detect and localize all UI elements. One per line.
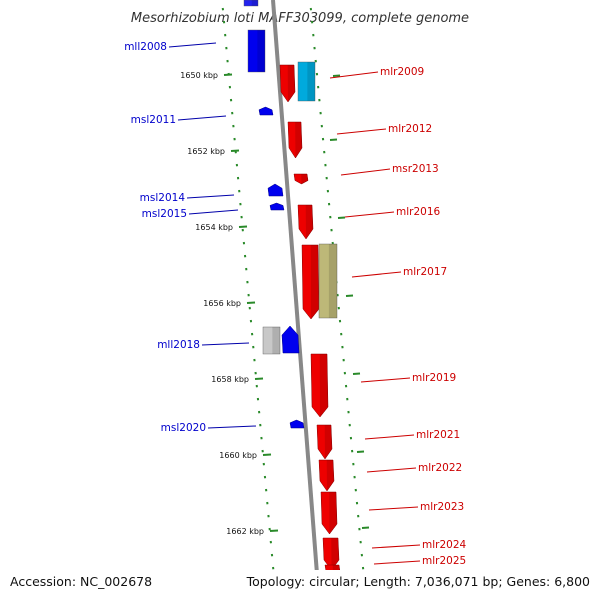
gene-label-mll2008: mll2008 xyxy=(124,41,167,53)
leader-line xyxy=(186,194,235,199)
leader-line xyxy=(207,425,257,429)
leader-line xyxy=(188,209,239,215)
leader-line xyxy=(344,211,395,218)
gene-label-msr2013: msr2013 xyxy=(392,163,439,175)
tick-label: 1650 kbp xyxy=(180,71,218,80)
leader-line xyxy=(336,128,387,135)
gene-msr2013 xyxy=(293,173,309,185)
major-tick xyxy=(223,73,233,76)
map-title: Mesorhizobium loti MAFF303099, complete … xyxy=(131,11,469,26)
gene-label-mlr2021: mlr2021 xyxy=(416,429,460,441)
gene-mlr2012 xyxy=(287,121,303,159)
gene-label-msl2020: msl2020 xyxy=(161,422,206,434)
tick-label: 1658 kbp xyxy=(211,375,249,384)
tick-label: 1652 kbp xyxy=(187,147,225,156)
leader-line xyxy=(366,467,417,473)
gene-mlr2024 xyxy=(322,537,340,571)
gene-mlr2009 xyxy=(279,64,296,103)
gene-msl2014 xyxy=(267,183,284,197)
major-tick xyxy=(254,377,264,380)
tick-label: 1660 kbp xyxy=(219,451,257,460)
major-tick xyxy=(230,149,240,152)
leader-line xyxy=(351,271,402,278)
leader-line xyxy=(201,342,250,346)
gene-mll2008 xyxy=(247,29,266,73)
leader-line xyxy=(364,434,415,440)
outer-tick xyxy=(332,74,341,77)
gene-label-mlr2017: mlr2017 xyxy=(403,266,447,278)
gene-outer-cyan xyxy=(297,61,316,102)
gene-label-mlr2012: mlr2012 xyxy=(388,123,432,135)
accession-text: Accession: NC_002678 xyxy=(10,574,152,589)
major-tick xyxy=(246,301,256,304)
gene-msl2020 xyxy=(289,419,305,429)
major-tick xyxy=(269,529,279,532)
leader-line xyxy=(368,506,419,511)
outer-tick xyxy=(352,372,361,375)
gene-msl2015 xyxy=(269,202,285,211)
gene-label-mlr2024: mlr2024 xyxy=(422,539,467,551)
gene-mll2018 xyxy=(281,325,300,354)
gene-mlr2016 xyxy=(297,204,314,240)
gene-mlr2019 xyxy=(310,353,329,418)
gene-unlabeled xyxy=(262,326,281,355)
backbone-line xyxy=(271,0,321,600)
tick-label: 1662 kbp xyxy=(226,527,264,536)
gene-outer-khaki xyxy=(318,243,338,319)
tick-label: 1654 kbp xyxy=(195,223,233,232)
gene-label-mlr2009: mlr2009 xyxy=(380,66,424,78)
leader-line xyxy=(329,71,379,79)
major-tick xyxy=(262,453,272,456)
outer-tick xyxy=(345,294,354,297)
gene-label-mll2018: mll2018 xyxy=(157,339,200,351)
gene-label-mlr2025: mlr2025 xyxy=(422,555,466,567)
gene-label-msl2011: msl2011 xyxy=(131,114,176,126)
leader-line xyxy=(373,560,421,565)
outer-tick xyxy=(329,138,338,141)
leader-line xyxy=(360,377,411,383)
tick-label: 1656 kbp xyxy=(203,299,241,308)
leader-line xyxy=(177,115,227,121)
outer-tick xyxy=(337,216,346,219)
gene-label-mlr2019: mlr2019 xyxy=(412,372,456,384)
gene-mlr2017 xyxy=(301,244,320,320)
gene-msl2011 xyxy=(258,106,274,116)
gene-label-mlr2016: mlr2016 xyxy=(396,206,441,218)
major-tick xyxy=(238,225,248,228)
gene-mlr2022 xyxy=(318,459,335,492)
gene-label-mlr2023: mlr2023 xyxy=(420,501,464,513)
gene-label-msl2014: msl2014 xyxy=(140,192,186,204)
genome-summary-text: Topology: circular; Length: 7,036,071 bp… xyxy=(246,574,590,589)
leader-line xyxy=(168,42,217,48)
outer-tick xyxy=(361,526,370,529)
gene-label-msl2015: msl2015 xyxy=(142,208,187,220)
gene-mlr2023 xyxy=(320,491,338,535)
outer-tick xyxy=(356,450,365,453)
leader-line xyxy=(371,544,421,549)
gene-label-mlr2022: mlr2022 xyxy=(418,462,462,474)
gene-fragment xyxy=(243,0,259,7)
leader-line xyxy=(340,168,391,176)
gene-mlr2021 xyxy=(316,424,333,460)
